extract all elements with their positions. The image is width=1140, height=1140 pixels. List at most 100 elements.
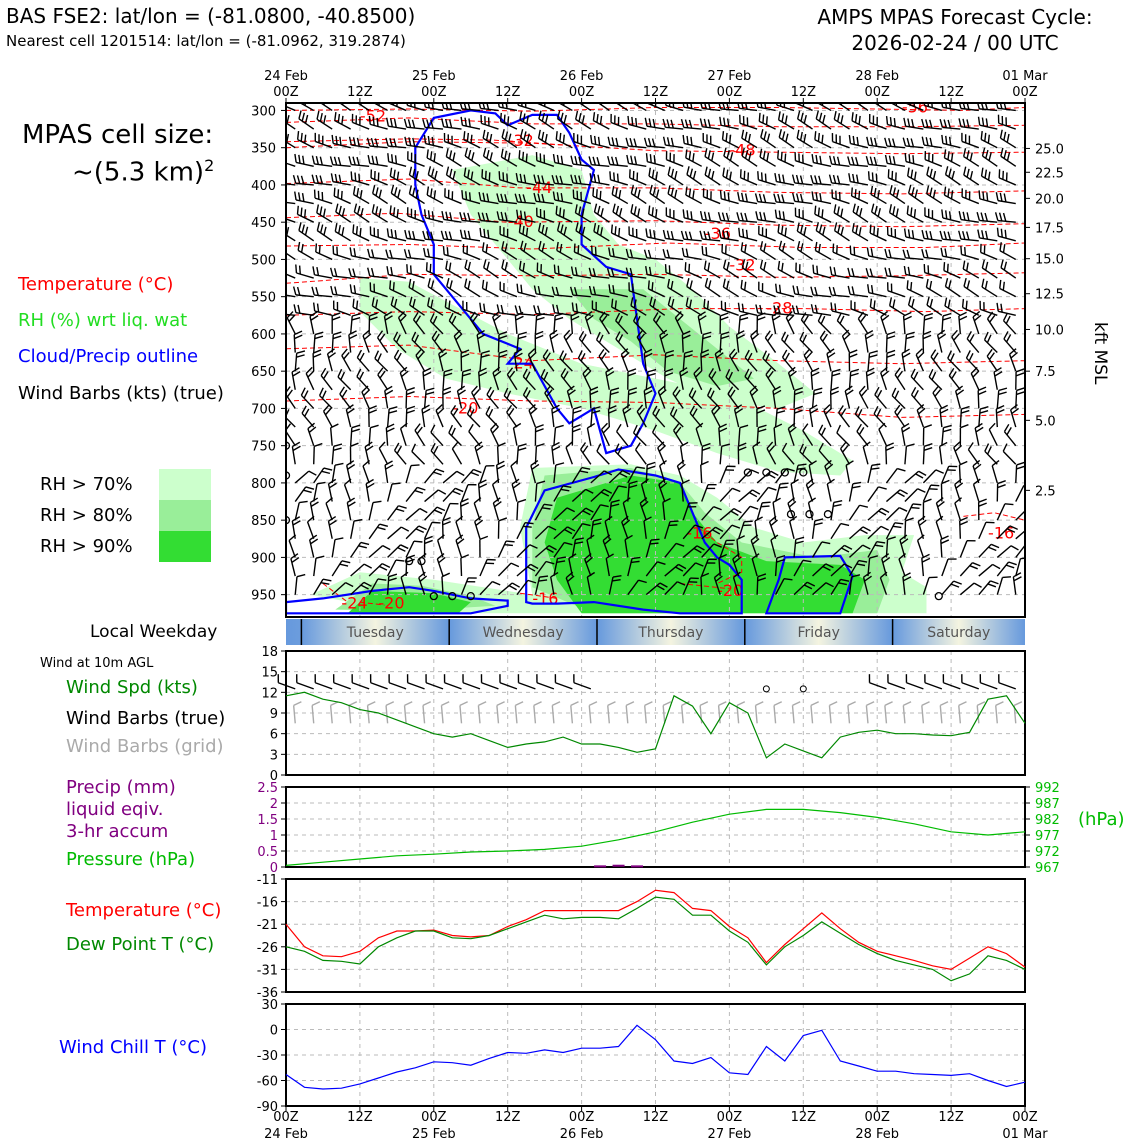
wind-barb xyxy=(796,240,801,250)
wind-barb xyxy=(530,563,539,570)
pressure-ytick-label: 967 xyxy=(1035,861,1060,876)
wind-barb xyxy=(856,136,859,146)
temperature-contour xyxy=(286,117,1025,128)
wind-barb xyxy=(723,155,740,167)
wind-barb xyxy=(445,156,462,167)
wind-barb xyxy=(585,488,594,494)
wind-barb xyxy=(986,446,992,455)
wind-barb xyxy=(635,449,647,465)
wind-barb xyxy=(1010,545,1019,551)
wind-barb xyxy=(327,348,335,355)
wind-barb xyxy=(832,243,835,253)
wind-barb xyxy=(888,155,892,165)
wind-barb xyxy=(972,484,980,502)
wind-barb xyxy=(667,304,684,316)
wind-barb xyxy=(353,211,370,223)
true-wind-barb xyxy=(296,682,314,690)
wind-barb xyxy=(431,136,435,146)
wind-barb xyxy=(445,148,449,157)
wind-barb xyxy=(351,317,361,321)
wind-barb xyxy=(643,516,652,522)
wind-barb xyxy=(926,304,943,316)
wind-barb xyxy=(721,251,739,261)
wind-barb xyxy=(720,316,729,321)
wind-barb xyxy=(681,483,684,502)
wind-barb xyxy=(317,92,319,100)
wind-barb xyxy=(630,204,634,213)
wind-barb xyxy=(806,581,816,587)
wind-barb xyxy=(797,118,813,130)
wind-barb xyxy=(718,427,728,433)
wind-barb xyxy=(296,573,306,578)
wind-barb xyxy=(841,335,851,353)
wind-barb xyxy=(593,120,610,130)
wind-barb xyxy=(740,250,758,261)
wind-barb xyxy=(873,103,887,112)
wind-barb xyxy=(934,389,941,397)
wind-barb xyxy=(700,576,703,595)
grid-wind-barb xyxy=(995,705,998,724)
wind-barb xyxy=(410,103,412,107)
wind-barb xyxy=(1013,572,1022,578)
wind-barb xyxy=(899,506,908,512)
wind-barb xyxy=(713,407,720,416)
wind-barb xyxy=(497,442,506,447)
grid-wind-barb xyxy=(662,701,672,707)
wind-barb xyxy=(969,152,973,162)
wind-barb xyxy=(496,304,500,313)
wind-barb xyxy=(721,212,726,222)
wind-barb xyxy=(881,370,890,378)
wind-barb xyxy=(832,156,837,165)
wind-barb xyxy=(903,117,907,127)
wind-barb xyxy=(854,406,860,415)
wind-barb xyxy=(595,331,601,341)
wind-barb xyxy=(811,520,816,539)
wind-barb xyxy=(466,406,472,415)
wind-barb xyxy=(980,167,984,177)
wind-barb xyxy=(1012,576,1017,595)
wind-barb xyxy=(693,366,701,375)
wind-barb xyxy=(452,408,459,417)
wind-barb xyxy=(984,280,988,290)
bottom-hour-label: 12Z xyxy=(643,1110,669,1125)
wind-barb xyxy=(526,115,530,125)
wind-barb xyxy=(722,138,739,149)
wind-barb xyxy=(385,117,390,127)
wind-barb xyxy=(651,207,654,216)
wind-barb xyxy=(878,510,887,516)
wind-barb xyxy=(444,196,462,205)
wind-barb xyxy=(319,206,323,216)
wind-barb xyxy=(702,107,721,112)
wind-barb xyxy=(343,484,352,502)
grid-wind-barb xyxy=(903,701,912,707)
wind-barb xyxy=(475,519,484,526)
wind-barb xyxy=(367,267,371,277)
pressure-ytick-label: 972 xyxy=(1035,845,1060,860)
wind-barb xyxy=(366,482,375,489)
grid-wind-barb xyxy=(865,705,869,724)
grid-wind-barb xyxy=(570,705,574,724)
wind-barb xyxy=(400,526,410,532)
wind-barb xyxy=(695,428,703,446)
grid-wind-barb xyxy=(884,701,893,707)
wind-barb xyxy=(844,563,853,569)
wind-barb xyxy=(731,352,738,360)
wind-barb xyxy=(1009,525,1018,530)
wind-barb xyxy=(413,540,423,543)
wind-barb xyxy=(572,182,591,186)
wind-barb xyxy=(923,126,942,130)
wind-barb xyxy=(975,426,984,433)
wind-barb xyxy=(723,117,726,127)
wind-barb xyxy=(516,502,519,521)
wind-barb xyxy=(372,116,375,126)
wind-barb xyxy=(323,467,333,471)
wind-barb xyxy=(617,315,623,324)
wind-barb xyxy=(664,372,674,377)
wind-barb xyxy=(682,134,685,144)
wind-barb xyxy=(566,507,575,513)
wind-barb xyxy=(356,187,360,197)
grid-wind-barb xyxy=(847,705,851,724)
wind-barb xyxy=(986,311,994,320)
wind-barb xyxy=(341,348,348,356)
temperature-contour-label: -44 xyxy=(526,178,552,197)
